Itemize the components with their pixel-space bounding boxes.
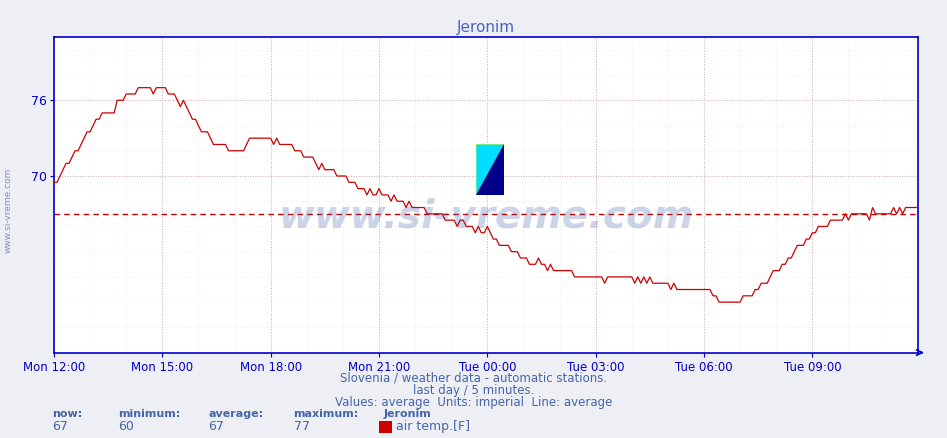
Text: 67: 67 [52,420,68,433]
Text: air temp.[F]: air temp.[F] [396,420,470,433]
Text: minimum:: minimum: [118,409,181,419]
Text: 77: 77 [294,420,310,433]
Polygon shape [476,145,504,195]
Text: www.si-vreme.com: www.si-vreme.com [4,168,13,253]
Polygon shape [476,145,504,195]
Text: 60: 60 [118,420,134,433]
Text: Jeronim: Jeronim [384,409,431,419]
Polygon shape [476,145,504,195]
Text: Values: average  Units: imperial  Line: average: Values: average Units: imperial Line: av… [335,396,612,410]
Text: maximum:: maximum: [294,409,359,419]
Title: Jeronim: Jeronim [456,20,515,35]
Text: last day / 5 minutes.: last day / 5 minutes. [413,384,534,397]
Bar [476,145,504,195]
Text: www.si-vreme.com: www.si-vreme.com [278,198,693,236]
Text: Slovenia / weather data - automatic stations.: Slovenia / weather data - automatic stat… [340,372,607,385]
Text: average:: average: [208,409,263,419]
Text: now:: now: [52,409,82,419]
Text: 67: 67 [208,420,224,433]
